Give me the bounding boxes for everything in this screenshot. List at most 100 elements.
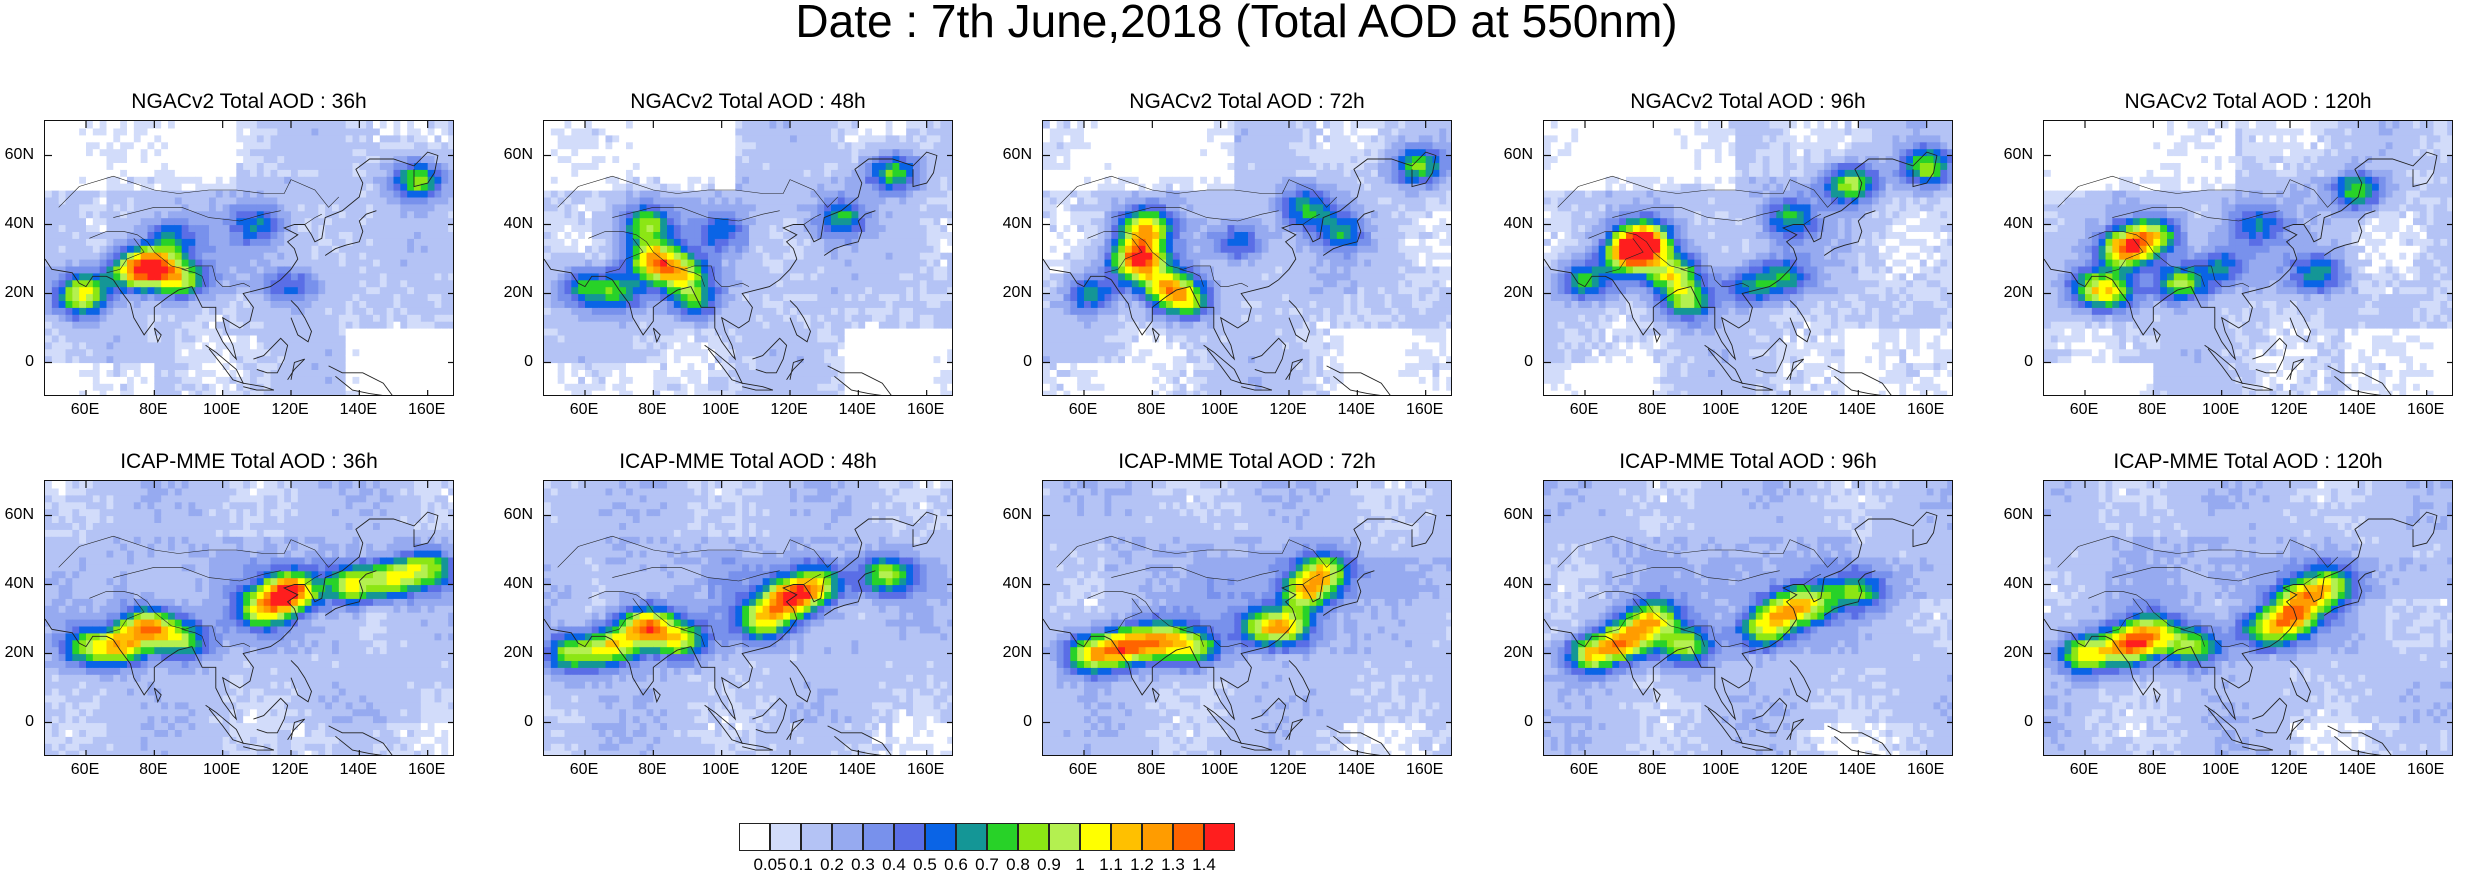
map-panel: NGACv2 Total AOD : 36h 60N 40N 20N 0 60E 80E 10… (5, 90, 454, 418)
map-outline (2057, 535, 2339, 568)
map-outline (1043, 618, 1112, 648)
x-tick-label: 160E (2401, 402, 2451, 418)
y-tick-label: 60N (493, 506, 533, 523)
x-tick-label: 80E (2127, 402, 2177, 418)
x-tick-label: 60E (60, 402, 110, 418)
map-outline (324, 210, 377, 256)
map-outline (253, 697, 289, 734)
colorbar-label: 0.6 (926, 856, 986, 874)
colorbar-swatch (832, 823, 863, 851)
map-outline (1288, 660, 1310, 703)
map-outline (287, 358, 306, 381)
map-outline (1210, 265, 1249, 287)
x-tick-label: 100E (696, 762, 746, 778)
x-tick-label: 120E (1263, 762, 1313, 778)
map-outline (1056, 535, 1338, 568)
x-tick-label: 140E (2332, 762, 2382, 778)
map-outline (243, 742, 275, 751)
map-outline (1652, 687, 1661, 704)
map-outline (2252, 697, 2288, 734)
map-outline (1251, 697, 1287, 734)
map-outline (827, 365, 892, 395)
y-tick-label: 40N (1993, 575, 2033, 592)
y-tick-label: 40N (493, 575, 533, 592)
y-tick-label: 0 (1493, 713, 1533, 730)
x-tick-label: 80E (1627, 762, 1677, 778)
x-tick-label: 120E (2264, 402, 2314, 418)
map-outline (544, 618, 613, 648)
colorbar-swatch (956, 823, 987, 851)
map-outline (2242, 742, 2274, 751)
y-tick-label: 20N (992, 284, 1032, 301)
map-outline (611, 511, 938, 721)
map-outline (212, 625, 251, 647)
map-outline (113, 567, 281, 582)
map-frame (2043, 120, 2453, 396)
map-frame (2043, 480, 2453, 756)
colorbar-swatch (1111, 823, 1142, 851)
x-tick-label: 80E (1126, 402, 1176, 418)
map-outline (1786, 358, 1805, 381)
map-outline (1752, 337, 1788, 374)
x-tick-label: 140E (1832, 402, 1882, 418)
y-tick-label: 40N (992, 215, 1032, 232)
map-outline (153, 687, 162, 704)
aod-field (45, 481, 453, 755)
map-outline (612, 207, 780, 222)
map-outline (1285, 718, 1304, 741)
map-outline (2289, 300, 2311, 343)
map-outline (803, 573, 821, 585)
x-tick-label: 120E (1263, 402, 1313, 418)
colorbar-label: 1 (1050, 856, 1110, 874)
map-outline (2112, 567, 2280, 582)
x-tick-label: 160E (1400, 762, 1450, 778)
map-outline (2105, 238, 2144, 274)
x-tick-label: 140E (2332, 402, 2382, 418)
map-outline (58, 175, 340, 208)
x-tick-label: 60E (2059, 762, 2109, 778)
y-tick-label: 40N (0, 215, 34, 232)
map-outline (605, 598, 644, 634)
x-tick-label: 120E (2264, 762, 2314, 778)
x-tick-label: 160E (901, 402, 951, 418)
map-outline (588, 231, 712, 270)
colorbar-label: 1.1 (1081, 856, 1141, 874)
panel-title: ICAP-MME Total AOD : 96h (1543, 450, 1953, 474)
map-outline (827, 725, 892, 755)
map-outline (2252, 337, 2288, 374)
map-outline (2180, 629, 2205, 647)
y-tick-label: 60N (0, 506, 34, 523)
map-outline (1803, 573, 1821, 585)
colorbar-swatch (894, 823, 925, 851)
map-outline (212, 265, 251, 287)
panel-title: NGACv2 Total AOD : 48h (543, 90, 953, 114)
map-outline (711, 625, 750, 647)
map-outline (1557, 535, 1839, 568)
y-tick-label: 20N (0, 284, 34, 301)
map-outline (2242, 382, 2274, 391)
map-outline (1110, 511, 1437, 721)
map-panel: ICAP-MME Total AOD : 36h 60N 40N 20N 0 60E 80E… (5, 450, 454, 778)
map-outline (1803, 213, 1821, 225)
figure-title: Date : 7th June,2018 (Total AOD at 550nm… (0, 0, 2473, 48)
map-outline (89, 591, 213, 630)
y-tick-label: 0 (1993, 713, 2033, 730)
map-outline (1210, 625, 1249, 647)
map-outline (823, 210, 876, 256)
map-outline (1588, 591, 1712, 630)
colorbar-swatch (863, 823, 894, 851)
map-outline (290, 660, 312, 703)
map-outline (803, 213, 821, 225)
x-tick-label: 100E (197, 762, 247, 778)
map-panel: ICAP-MME Total AOD : 72h 60N 40N 20N 0 60E 80E… (1003, 450, 1452, 778)
x-tick-label: 60E (559, 402, 609, 418)
colorbar-swatch (987, 823, 1018, 851)
map-outline (1087, 231, 1211, 270)
colorbar-swatch (1080, 823, 1111, 851)
x-tick-label: 60E (1058, 762, 1108, 778)
map-outline (2044, 618, 2113, 648)
x-tick-label: 80E (1126, 762, 1176, 778)
map-outline (1823, 210, 1876, 256)
map-outline (1588, 231, 1712, 270)
map-outline (1241, 382, 1273, 391)
